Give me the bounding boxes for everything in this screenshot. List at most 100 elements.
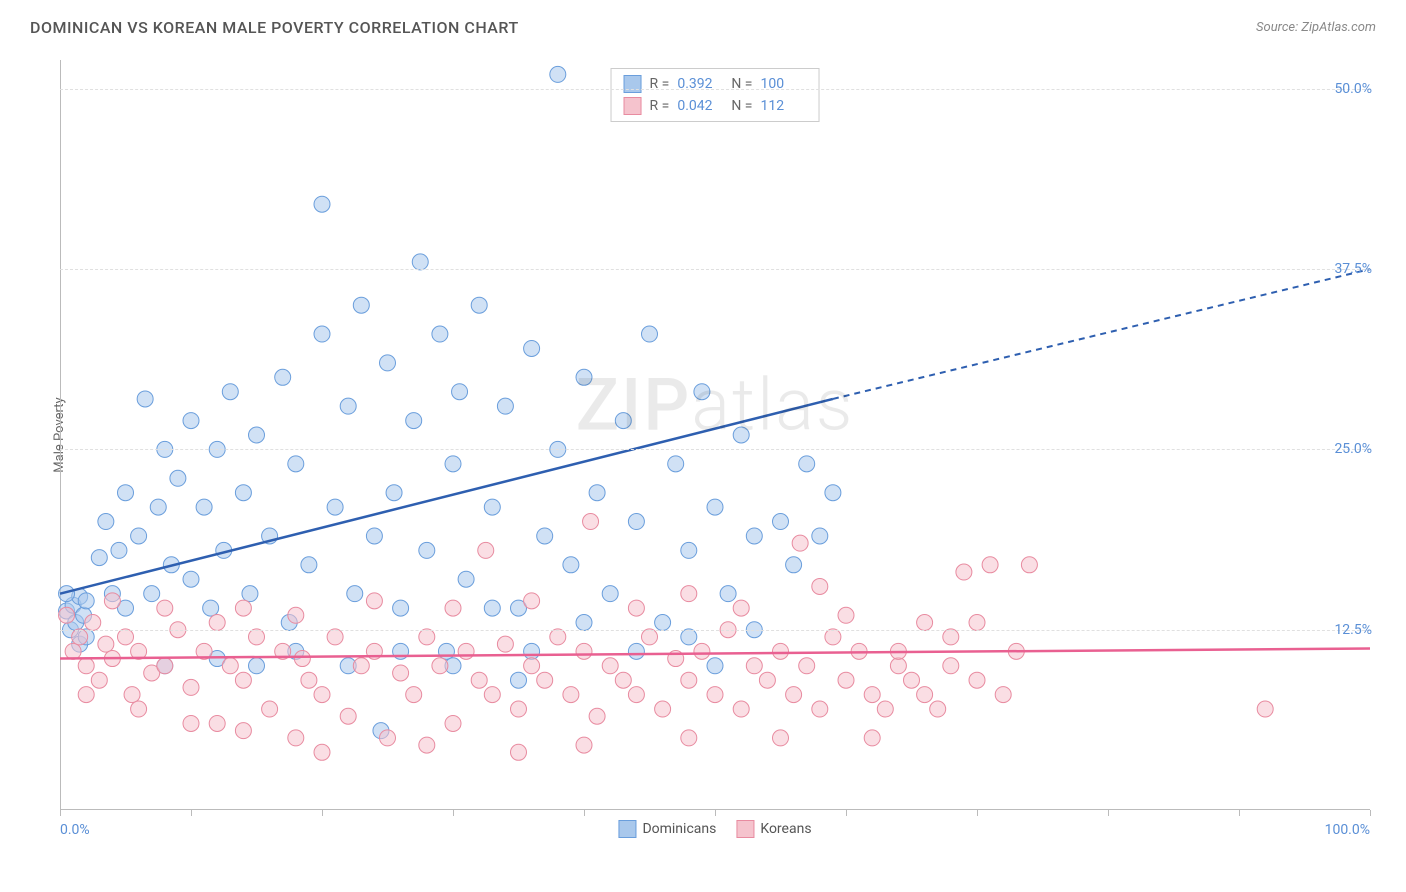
scatter-point	[537, 672, 553, 688]
scatter-point	[366, 593, 382, 609]
scatter-point	[380, 355, 396, 371]
scatter-point	[904, 672, 920, 688]
scatter-point	[91, 550, 107, 566]
scatter-point	[759, 672, 775, 688]
scatter-point	[628, 600, 644, 616]
scatter-point	[275, 369, 291, 385]
grid-line	[60, 630, 1370, 631]
scatter-point	[733, 701, 749, 717]
scatter-point	[956, 564, 972, 580]
scatter-point	[432, 326, 448, 342]
scatter-point	[864, 687, 880, 703]
scatter-point	[969, 672, 985, 688]
y-tick-label: 37.5%	[1334, 261, 1372, 277]
x-tick	[846, 810, 847, 816]
scatter-plot: ZIPatlas R =0.392N =100R =0.042N =112 12…	[60, 60, 1370, 810]
legend-r-label: R =	[650, 98, 670, 114]
scatter-point	[118, 485, 134, 501]
scatter-point	[930, 701, 946, 717]
scatter-point	[746, 658, 762, 674]
x-tick-label: 0.0%	[60, 822, 90, 838]
scatter-point	[484, 687, 500, 703]
scatter-point	[720, 586, 736, 602]
scatter-point	[995, 687, 1011, 703]
x-tick	[322, 810, 323, 816]
scatter-point	[511, 701, 527, 717]
scatter-point	[301, 672, 317, 688]
legend-series-item: Dominicans	[618, 820, 716, 838]
legend-series: DominicansKoreans	[618, 820, 811, 838]
scatter-point	[773, 643, 789, 659]
scatter-point	[792, 535, 808, 551]
scatter-point	[615, 672, 631, 688]
scatter-point	[589, 708, 605, 724]
scatter-point	[1021, 557, 1037, 573]
scatter-point	[111, 542, 127, 558]
legend-r-value: 0.042	[677, 98, 723, 114]
scatter-point	[294, 651, 310, 667]
scatter-point	[183, 413, 199, 429]
x-tick-label: 100.0%	[1325, 822, 1370, 838]
scatter-point	[773, 730, 789, 746]
scatter-point	[642, 629, 658, 645]
scatter-point	[524, 593, 540, 609]
scatter-point	[497, 636, 513, 652]
scatter-point	[576, 737, 592, 753]
scatter-point	[353, 297, 369, 313]
scatter-point	[478, 542, 494, 558]
legend-stat-row: R =0.392N =100	[624, 73, 807, 95]
scatter-point	[589, 485, 605, 501]
scatter-point	[380, 730, 396, 746]
scatter-point	[150, 499, 166, 515]
scatter-point	[484, 499, 500, 515]
scatter-point	[511, 744, 527, 760]
scatter-point	[203, 600, 219, 616]
scatter-point	[799, 658, 815, 674]
scatter-point	[118, 629, 134, 645]
legend-swatch	[624, 75, 642, 93]
scatter-point	[347, 586, 363, 602]
scatter-point	[366, 528, 382, 544]
scatter-point	[524, 658, 540, 674]
scatter-point	[327, 629, 343, 645]
scatter-point	[85, 615, 101, 631]
scatter-point	[838, 607, 854, 623]
chart-header: DOMINICAN VS KOREAN MALE POVERTY CORRELA…	[0, 0, 1406, 45]
scatter-point	[249, 629, 265, 645]
x-tick	[60, 810, 61, 816]
scatter-point	[773, 514, 789, 530]
scatter-point	[445, 715, 461, 731]
scatter-point	[406, 413, 422, 429]
scatter-point	[288, 607, 304, 623]
scatter-point	[412, 254, 428, 270]
scatter-point	[576, 615, 592, 631]
scatter-point	[353, 658, 369, 674]
grid-line	[60, 269, 1370, 270]
grid-line	[60, 89, 1370, 90]
scatter-point	[242, 586, 258, 602]
grid-line	[60, 449, 1370, 450]
scatter-point	[628, 687, 644, 703]
scatter-point	[157, 600, 173, 616]
scatter-point	[537, 528, 553, 544]
scatter-point	[694, 384, 710, 400]
scatter-point	[137, 391, 153, 407]
scatter-point	[183, 679, 199, 695]
scatter-point	[393, 665, 409, 681]
scatter-point	[825, 629, 841, 645]
scatter-point	[98, 636, 114, 652]
scatter-point	[249, 658, 265, 674]
scatter-point	[681, 730, 697, 746]
scatter-point	[104, 593, 120, 609]
scatter-point	[314, 744, 330, 760]
scatter-point	[786, 687, 802, 703]
scatter-point	[812, 701, 828, 717]
scatter-point	[471, 297, 487, 313]
scatter-point	[1257, 701, 1273, 717]
scatter-point	[419, 737, 435, 753]
legend-swatch	[624, 97, 642, 115]
y-tick-label: 50.0%	[1334, 81, 1372, 97]
scatter-point	[812, 528, 828, 544]
scatter-point	[681, 542, 697, 558]
scatter-point	[124, 687, 140, 703]
